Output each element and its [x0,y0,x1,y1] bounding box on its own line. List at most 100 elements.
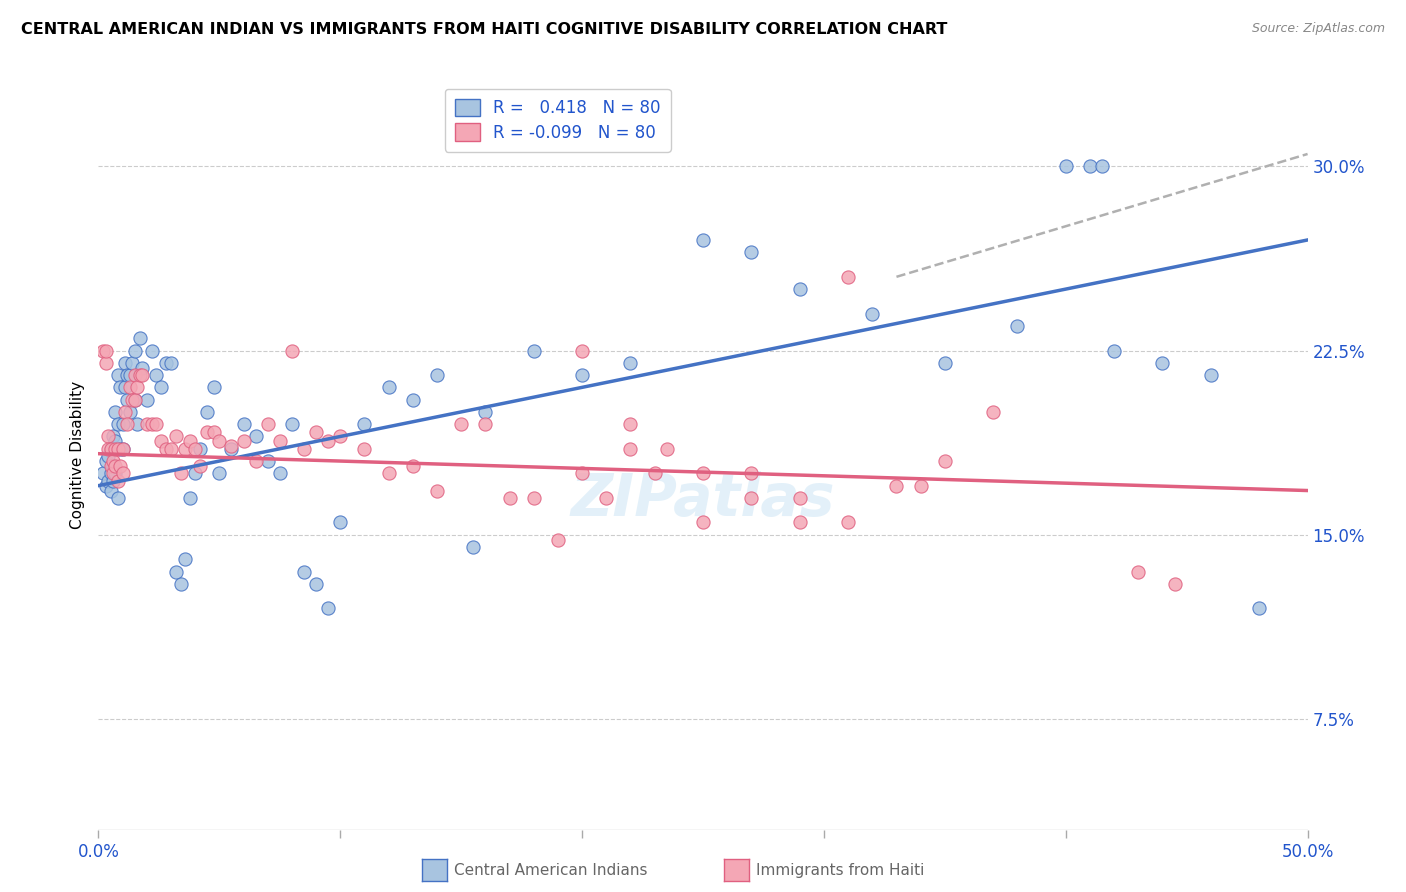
Point [117,417,139,432]
Point [100,467,122,481]
Point [101,458,124,473]
Point [837,516,859,530]
Point [619,417,641,432]
Point [118,405,141,419]
Point [1007,318,1029,333]
Point [1152,356,1174,370]
Point [104,434,127,449]
Point [101,467,124,481]
Point [117,368,139,382]
Point [111,442,134,456]
Point [150,380,173,394]
Point [256,417,278,432]
Point [547,533,569,547]
Point [292,442,315,456]
Point [97,449,120,463]
Point [571,467,593,481]
Point [145,417,167,432]
Point [789,491,811,505]
Point [305,425,328,439]
Point [789,282,811,296]
Point [281,417,304,432]
Point [91,467,114,481]
Point [329,429,352,443]
Text: Source: ZipAtlas.com: Source: ZipAtlas.com [1251,22,1385,36]
Point [208,467,231,481]
Point [740,491,762,505]
Point [981,405,1004,419]
Point [1054,159,1077,173]
Point [474,417,496,432]
Point [402,458,425,473]
Point [474,405,496,419]
Text: ZIPatlas: ZIPatlas [571,471,835,528]
Point [1091,159,1114,173]
Point [97,429,120,443]
Point [1199,368,1222,382]
Point [463,540,485,554]
Point [165,565,187,579]
Point [232,417,254,432]
Point [100,483,122,498]
Point [104,405,127,419]
Point [127,380,149,394]
Point [195,405,218,419]
Point [316,434,339,449]
Point [789,516,811,530]
Point [155,442,177,456]
Point [740,467,762,481]
Point [256,454,278,468]
Point [104,467,127,481]
Point [195,425,218,439]
Point [169,467,191,481]
Point [135,392,157,407]
Point [1249,601,1271,615]
Point [523,491,546,505]
Point [165,429,187,443]
Point [245,429,267,443]
Point [107,491,129,505]
Point [571,343,593,358]
Point [179,434,201,449]
Point [127,417,149,432]
Point [107,474,129,488]
Point [450,417,472,432]
Legend: R =   0.418   N = 80, R = -0.099   N = 80: R = 0.418 N = 80, R = -0.099 N = 80 [444,88,671,152]
Point [108,442,131,456]
Point [692,467,714,481]
Point [837,269,859,284]
Point [305,577,328,591]
Text: Immigrants from Haiti: Immigrants from Haiti [756,863,925,878]
Point [97,442,120,456]
Y-axis label: Cognitive Disability: Cognitive Disability [69,381,84,529]
Point [221,439,243,453]
Point [208,434,231,449]
Point [174,552,197,566]
Point [94,356,117,370]
Point [107,368,129,382]
Point [619,442,641,456]
Point [124,392,146,407]
Point [221,442,243,456]
Point [169,577,191,591]
Point [655,442,678,456]
Point [281,343,304,358]
Point [269,434,291,449]
Text: Central American Indians: Central American Indians [454,863,648,878]
Point [740,245,762,260]
Point [934,356,956,370]
Point [108,380,131,394]
Point [150,434,173,449]
Point [94,454,117,468]
Point [269,467,291,481]
Point [188,458,211,473]
Point [426,483,449,498]
Point [353,442,375,456]
Point [571,368,593,382]
Point [114,356,136,370]
Point [135,417,157,432]
Point [184,442,207,456]
Point [131,368,153,382]
Point [111,417,134,432]
Point [692,516,714,530]
